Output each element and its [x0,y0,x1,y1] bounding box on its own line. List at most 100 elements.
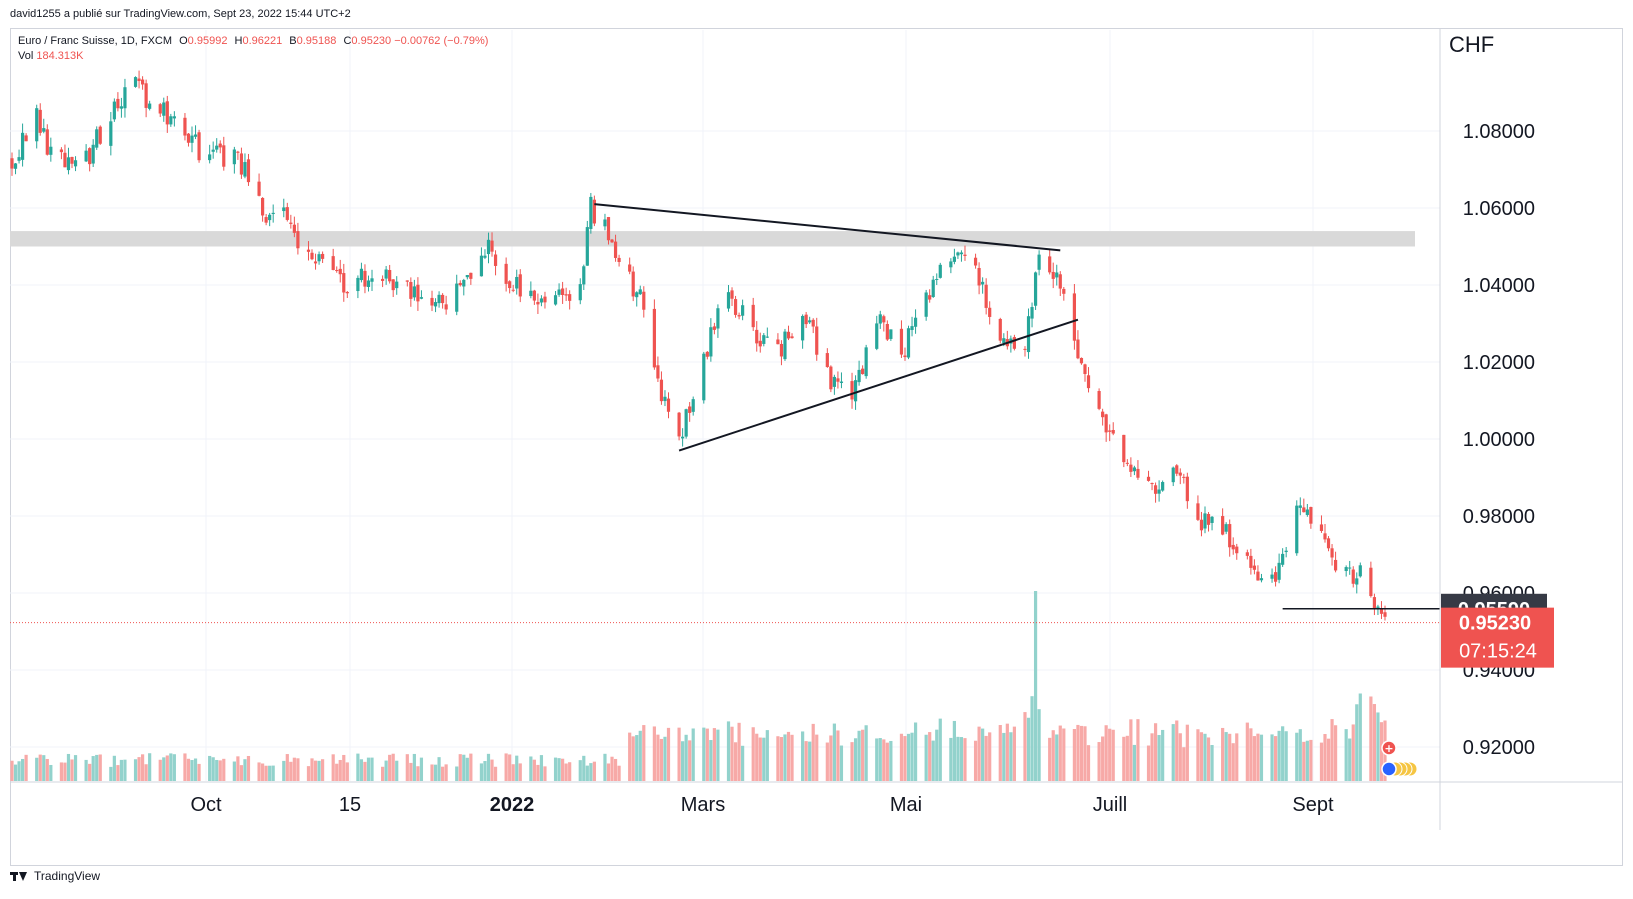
volume-bar [564,763,568,781]
candle-body [1023,348,1027,350]
volume-bar [1146,745,1151,781]
candle-body [1111,429,1115,434]
candle-body [592,199,596,224]
last-price-badge [1441,607,1554,668]
candle-body [342,273,346,293]
candle-body [903,355,907,358]
candle-body [285,207,289,220]
volume-bar [1026,717,1031,781]
volume-bar [733,742,738,781]
volume-bar [726,721,731,781]
candle-body [359,268,364,281]
volume-bar [1196,729,1200,781]
candle-body [688,406,692,413]
volume-bar [709,740,713,781]
legend-low: 0.95188 [296,35,337,47]
volume-bar [342,754,346,781]
candle-body [419,297,424,299]
candle-body [776,339,780,345]
volume-bar [165,755,169,781]
x-tick-label: 15 [339,794,361,816]
volume-bar [638,730,642,781]
footer-brand[interactable]: TradingView [10,869,100,883]
volume-bar [663,736,667,781]
candle-body [1344,567,1348,572]
candle-body [702,353,706,401]
volume-bar [861,729,865,781]
candle-body [585,227,589,266]
volume-bar [49,764,53,781]
volume-bar [493,766,498,781]
candle-body [1062,288,1066,294]
drawings [10,203,1440,624]
candle-body [515,276,519,289]
volume-bar [1245,722,1249,781]
countdown-label: 07:15:24 [1459,641,1537,663]
y-tick-label: 0.98000 [1463,506,1535,528]
candle-body [437,294,441,304]
candle-body [1072,293,1076,341]
candle-body [1132,467,1137,472]
candle-body [416,284,420,302]
candle-body [193,134,198,137]
swiss-event-icon [1381,740,1397,756]
volume-bar [783,734,787,781]
volume-bar [84,759,88,781]
candle-body [613,241,618,258]
volume-bar [532,759,536,781]
volume-bar [1333,725,1338,781]
candle-body [1199,519,1204,531]
volume-bar [1157,735,1161,781]
volume-bar [1372,704,1377,781]
candle-body [882,316,886,323]
candle-body [313,261,318,264]
volume-bar [878,738,882,781]
candle-body [215,145,219,150]
volume-bar [285,754,289,781]
volume-bar [1252,736,1257,781]
candle-body [1228,524,1232,548]
candle-body [815,326,819,355]
volume-bar [779,737,784,781]
candle-body [1122,434,1126,463]
x-tick-label: Sept [1292,794,1334,816]
volume-bar [1344,729,1348,781]
candle-body [543,296,547,303]
candle-body [1333,559,1338,571]
volume-bar [430,764,434,781]
volume-bar [1323,734,1327,781]
candle-body [935,278,939,280]
candle-body [1125,462,1129,464]
candle-body [656,365,660,379]
volume-bar [1249,728,1253,781]
y-tick-label: 1.02000 [1463,352,1535,374]
candle-body [98,126,102,144]
candle-body [469,272,473,279]
candle-body [345,292,349,294]
candle-body [133,77,138,87]
volume-bar [1058,725,1062,781]
candle-body [1330,548,1334,558]
volume-bar [144,764,148,781]
volume-bar [1125,735,1129,781]
volume-bar [1108,728,1112,781]
volume-bar [45,758,49,781]
volume-bar [462,754,466,781]
volume-bar [1309,739,1313,781]
candle-body [755,329,759,344]
candle-body [1030,307,1034,319]
volume-bar [578,760,582,781]
volume-bar [1376,712,1380,781]
candle-body [628,264,632,272]
candle-body [1355,578,1359,585]
volume-bar [952,720,956,781]
candle-body [1256,571,1260,581]
volume-bar [356,753,360,781]
volume-bar [1037,709,1041,781]
volume-bar [331,754,335,781]
resistance-zone [10,231,1415,247]
candle-body [638,289,642,295]
x-tick-label: Juill [1093,794,1127,816]
volume-bar [677,727,681,781]
